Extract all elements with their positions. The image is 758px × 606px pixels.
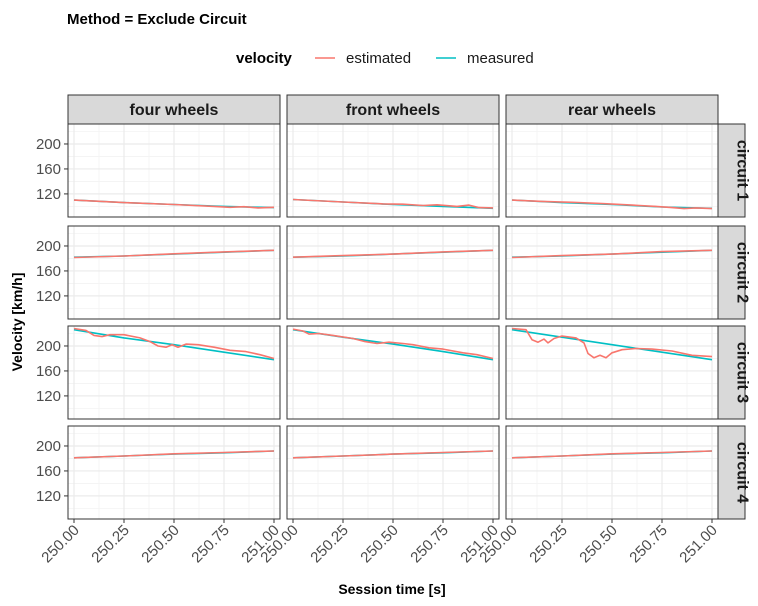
panel-border — [286, 325, 500, 420]
row-strip-label: circuit 1 — [734, 140, 751, 201]
series-line-estimated — [73, 249, 275, 259]
series-line-measured — [511, 328, 713, 361]
row-strip — [717, 325, 746, 420]
panel-border — [505, 325, 719, 420]
panel — [506, 226, 718, 319]
column-strip — [67, 94, 281, 125]
row-strip-label: circuit 3 — [734, 342, 751, 403]
panel — [506, 124, 718, 217]
x-tick-label: 251.00 — [676, 522, 720, 566]
y-tick-label: 120 — [36, 488, 61, 505]
series-line-estimated — [73, 450, 275, 459]
panel — [68, 326, 280, 419]
panel-border — [67, 123, 281, 218]
y-tick-label: 200 — [36, 238, 61, 255]
x-tick-label: 250.25 — [307, 522, 351, 566]
panel — [506, 426, 718, 519]
x-tick-label: 250.75 — [626, 522, 670, 566]
panel-border — [505, 123, 719, 218]
series-line-estimated — [511, 249, 713, 259]
x-tick-label: 250.50 — [357, 522, 401, 566]
row-strip — [717, 225, 746, 320]
y-axis-label: Velocity [km/h] — [9, 273, 25, 372]
x-tick-label: 250.00 — [38, 522, 82, 566]
y-tick-label: 160 — [36, 463, 61, 480]
column-strip-label: four wheels — [130, 102, 219, 119]
series-line-estimated — [292, 198, 494, 209]
series-line-estimated — [292, 328, 494, 360]
y-tick-label: 120 — [36, 288, 61, 305]
y-tick-label: 160 — [36, 363, 61, 380]
panel — [68, 124, 280, 217]
chart-title: Method = Exclude Circuit — [67, 11, 247, 28]
panel — [287, 226, 499, 319]
x-tick-label: 250.25 — [88, 522, 132, 566]
panel — [68, 426, 280, 519]
panel — [287, 326, 499, 419]
x-tick-label: 250.25 — [526, 522, 570, 566]
facet-panels: four wheels front wheels rear wheels circui… — [36, 94, 751, 566]
panel — [68, 226, 280, 319]
y-tick-label: 120 — [36, 186, 61, 203]
legend-label-measured: measured — [467, 50, 534, 67]
panel — [287, 124, 499, 217]
panel-border — [286, 123, 500, 218]
series-line-estimated — [511, 327, 713, 359]
column-strip-label: rear wheels — [568, 102, 656, 119]
panel — [287, 426, 499, 519]
x-tick-label: 250.50 — [138, 522, 182, 566]
column-strip — [505, 94, 719, 125]
panel-border — [67, 325, 281, 420]
panel-border — [67, 225, 281, 320]
panel — [506, 326, 718, 419]
row-strip-label: circuit 2 — [734, 242, 751, 303]
y-tick-label: 120 — [36, 388, 61, 405]
y-tick-label: 160 — [36, 263, 61, 280]
series-line-estimated — [292, 450, 494, 459]
x-tick-label: 250.75 — [407, 522, 451, 566]
legend-title: velocity — [236, 50, 293, 67]
x-axis-label: Session time [s] — [338, 581, 445, 597]
y-tick-label: 200 — [36, 136, 61, 153]
panel-border — [505, 225, 719, 320]
column-strip-label: front wheels — [346, 102, 440, 119]
x-tick-label: 250.50 — [576, 522, 620, 566]
series-line-estimated — [292, 249, 494, 258]
panel-border — [286, 225, 500, 320]
column-strip — [286, 94, 500, 125]
series-line-estimated — [73, 327, 275, 360]
series-line-estimated — [73, 199, 275, 209]
row-strip-label: circuit 4 — [734, 442, 751, 503]
row-strip — [717, 425, 746, 520]
series-line-estimated — [511, 199, 713, 210]
legend: velocity estimated measured — [236, 50, 534, 67]
legend-label-estimated: estimated — [346, 50, 411, 67]
y-tick-label: 200 — [36, 438, 61, 455]
series-line-estimated — [511, 450, 713, 459]
y-tick-label: 200 — [36, 338, 61, 355]
x-tick-label: 250.75 — [188, 522, 232, 566]
y-tick-label: 160 — [36, 161, 61, 178]
